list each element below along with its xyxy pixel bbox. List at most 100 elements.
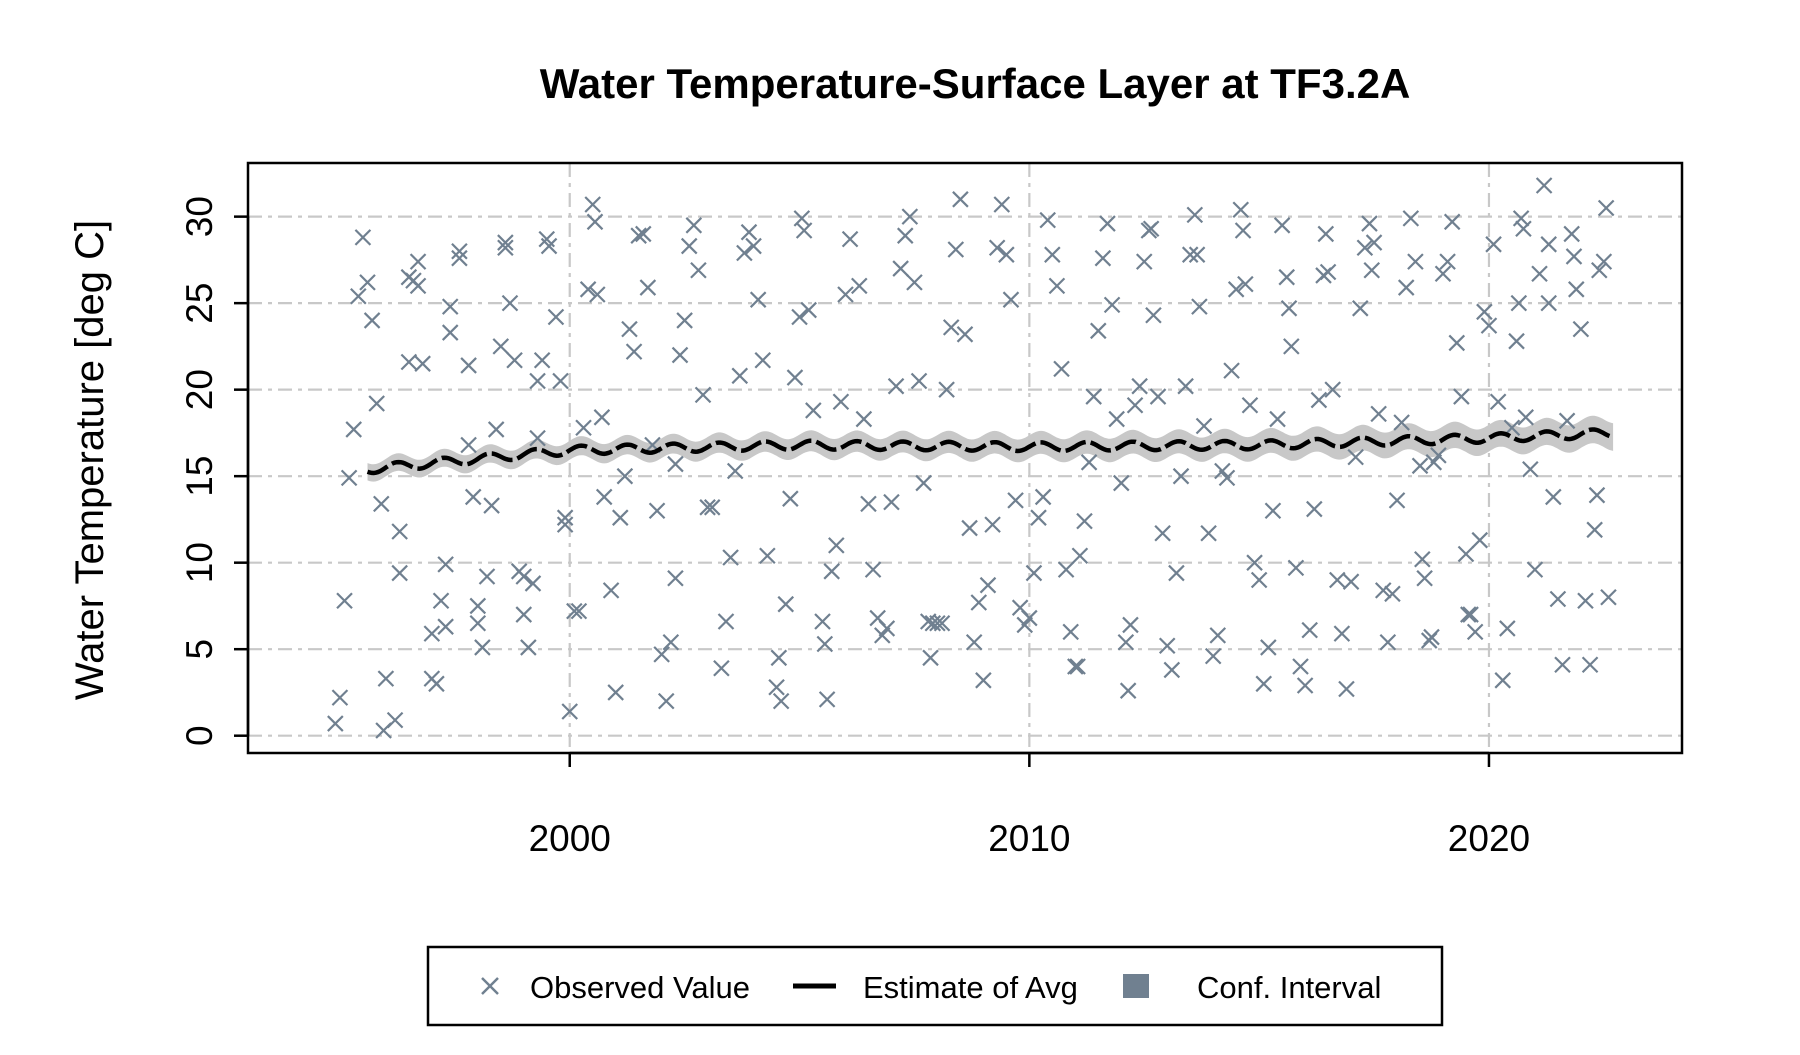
observed-point: [1351, 300, 1369, 317]
observed-point: [1122, 616, 1139, 634]
observed-point: [1278, 268, 1296, 286]
observed-point: [533, 351, 551, 369]
observed-point: [772, 692, 790, 710]
observed-point: [1558, 412, 1576, 430]
observed-point: [1195, 417, 1213, 435]
observed-point: [634, 225, 652, 243]
observed-point: [1526, 561, 1544, 578]
ci-band: [367, 415, 1614, 482]
observed-point: [1034, 488, 1052, 506]
observed-point: [1154, 524, 1171, 542]
observed-point: [350, 287, 367, 305]
observed-point: [1402, 210, 1420, 227]
observed-point: [386, 711, 404, 729]
observed-point: [1517, 409, 1535, 426]
observed-point: [970, 594, 988, 611]
observed-point: [1416, 569, 1433, 587]
legend-label-observed: Observed Value: [530, 970, 750, 1005]
observed-point: [1361, 215, 1378, 232]
observed-point: [579, 281, 597, 298]
observed-point: [409, 253, 427, 270]
observed-point: [1515, 220, 1532, 238]
observed-point: [1329, 571, 1346, 589]
observed-point: [1414, 550, 1431, 568]
observed-point: [883, 493, 900, 511]
observed-point: [1126, 396, 1144, 414]
observed-point: [1457, 545, 1475, 563]
observed-point: [1241, 396, 1259, 414]
observed-point: [1076, 512, 1093, 530]
observed-point: [901, 208, 919, 225]
observed-point: [648, 502, 666, 520]
observed-point: [1448, 334, 1466, 352]
observed-point: [524, 575, 542, 592]
observed-point: [929, 614, 946, 632]
observed-point: [566, 602, 583, 620]
observed-point: [469, 597, 487, 615]
observed-point: [1324, 381, 1341, 398]
observed-point: [501, 294, 519, 312]
observed-point: [1434, 265, 1452, 283]
observed-point: [1209, 627, 1227, 644]
observed-point: [1039, 211, 1057, 229]
observed-point: [1172, 467, 1190, 485]
legend-label-estimate: Estimate of Avg: [863, 970, 1078, 1005]
estimate-line: [366, 427, 1614, 476]
observed-point: [1227, 281, 1245, 298]
observed-point: [814, 613, 831, 630]
observed-point: [423, 625, 441, 642]
observed-point: [529, 372, 546, 390]
observed-point: [1094, 249, 1112, 267]
observed-point: [915, 474, 932, 492]
observed-point: [1462, 606, 1479, 623]
observed-point: [922, 649, 939, 667]
observed-point: [841, 230, 859, 248]
observed-point: [639, 279, 657, 296]
observed-point: [855, 410, 873, 428]
chart-title: Water Temperature-Surface Layer at TF3.2…: [540, 60, 1411, 107]
observed-point: [621, 320, 638, 338]
observed-point: [1540, 236, 1557, 253]
observed-point: [1306, 500, 1323, 518]
observed-point: [1149, 388, 1167, 405]
observed-point: [1204, 647, 1222, 665]
observed-point: [1512, 210, 1530, 227]
observed-point: [1466, 623, 1484, 641]
observed-point: [1025, 564, 1043, 582]
observed-point: [667, 569, 684, 587]
observed-point: [975, 672, 992, 689]
observed-point: [782, 490, 799, 507]
observed-point: [595, 488, 613, 506]
observed-point: [1002, 291, 1020, 308]
observed-point: [1453, 388, 1470, 405]
observed-point: [460, 357, 477, 374]
observed-point: [1356, 239, 1374, 257]
observed-point: [1234, 222, 1252, 239]
observed-point: [667, 455, 684, 473]
observed-point: [699, 499, 716, 516]
observed-point: [1067, 658, 1084, 675]
observed-point: [1181, 246, 1199, 263]
observed-point: [409, 277, 427, 295]
observed-point: [1597, 199, 1615, 217]
observed-point: [1590, 261, 1608, 279]
observed-point: [345, 421, 362, 438]
observed-point: [786, 369, 804, 386]
observed-point: [540, 237, 558, 255]
y-tick-label: 20: [179, 369, 220, 410]
observed-point: [1393, 414, 1410, 431]
observed-point: [625, 343, 643, 360]
observed-point: [910, 372, 928, 390]
observed-point: [1439, 253, 1456, 270]
observed-point: [1549, 590, 1567, 608]
observed-point: [768, 678, 785, 696]
observed-point: [1397, 279, 1415, 296]
observed-point: [1522, 460, 1539, 478]
observed-point: [1135, 253, 1153, 270]
observed-point: [607, 684, 624, 701]
observed-point: [561, 703, 579, 720]
observed-point: [1476, 303, 1493, 321]
observed-point: [1480, 317, 1498, 334]
